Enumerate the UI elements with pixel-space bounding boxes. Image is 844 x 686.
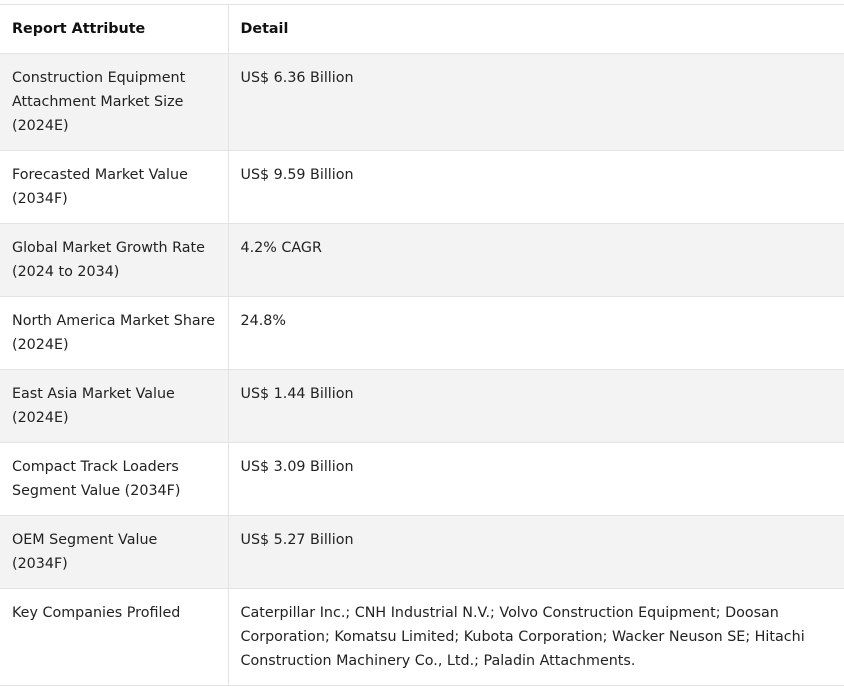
- table-row: Forecasted Market Value (2034F) US$ 9.59…: [0, 150, 844, 224]
- table-row: OEM Segment Value (2034F) US$ 5.27 Billi…: [0, 515, 844, 589]
- attribute-cell: East Asia Market Value (2024E): [0, 369, 229, 443]
- table-row: Key Companies Profiled Caterpillar Inc.;…: [0, 588, 844, 686]
- attribute-cell: North America Market Share (2024E): [0, 296, 229, 370]
- table-header-row: Report Attribute Detail: [0, 4, 844, 54]
- detail-cell: US$ 3.09 Billion: [227, 442, 844, 516]
- detail-cell: 24.8%: [227, 296, 844, 370]
- detail-cell: US$ 6.36 Billion: [227, 53, 844, 151]
- attribute-cell: Forecasted Market Value (2034F): [0, 150, 229, 224]
- header-detail: Detail: [227, 4, 844, 54]
- table-row: East Asia Market Value (2024E) US$ 1.44 …: [0, 369, 844, 443]
- report-attributes-table: Report Attribute Detail Construction Equ…: [0, 4, 844, 686]
- header-report-attribute: Report Attribute: [0, 4, 229, 54]
- detail-cell: US$ 9.59 Billion: [227, 150, 844, 224]
- attribute-cell: Global Market Growth Rate (2024 to 2034): [0, 223, 229, 297]
- attribute-cell: OEM Segment Value (2034F): [0, 515, 229, 589]
- attribute-cell: Construction Equipment Attachment Market…: [0, 53, 229, 151]
- detail-cell: US$ 5.27 Billion: [227, 515, 844, 589]
- table-row: North America Market Share (2024E) 24.8%: [0, 296, 844, 370]
- attribute-cell: Compact Track Loaders Segment Value (203…: [0, 442, 229, 516]
- table-row: Compact Track Loaders Segment Value (203…: [0, 442, 844, 516]
- table-row: Construction Equipment Attachment Market…: [0, 53, 844, 151]
- table-row: Global Market Growth Rate (2024 to 2034)…: [0, 223, 844, 297]
- page: Report Attribute Detail Construction Equ…: [0, 4, 844, 686]
- detail-cell: 4.2% CAGR: [227, 223, 844, 297]
- detail-cell: Caterpillar Inc.; CNH Industrial N.V.; V…: [227, 588, 844, 686]
- detail-cell: US$ 1.44 Billion: [227, 369, 844, 443]
- attribute-cell: Key Companies Profiled: [0, 588, 229, 686]
